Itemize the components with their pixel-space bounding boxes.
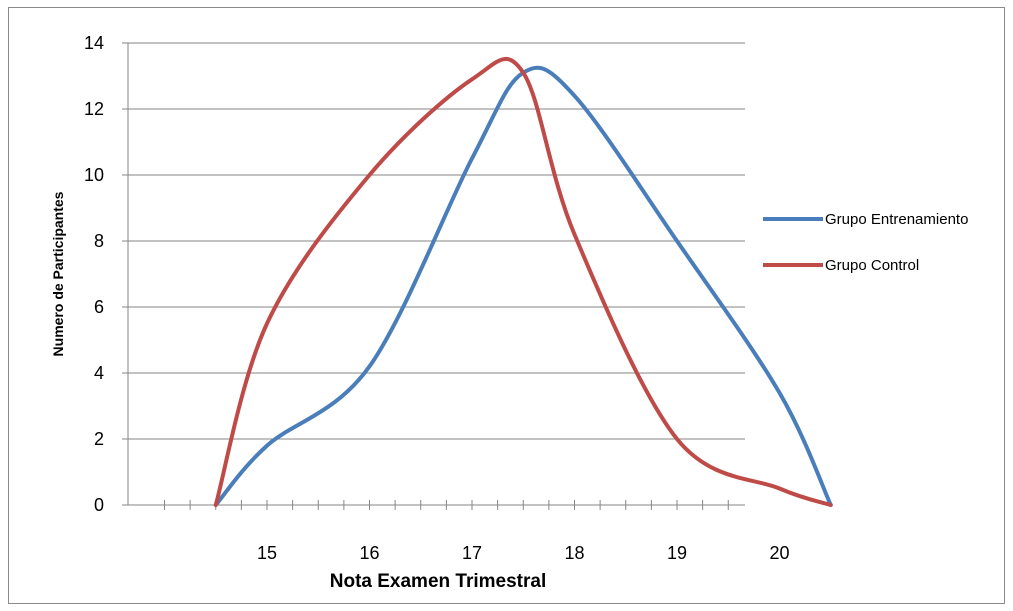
- x-tick-label: 19: [667, 543, 687, 563]
- x-tick-label: 15: [257, 543, 277, 563]
- y-tick-label: 8: [94, 231, 104, 251]
- y-tick-label: 6: [94, 297, 104, 317]
- x-tick-label: 17: [462, 543, 482, 563]
- y-tick-label: 2: [94, 429, 104, 449]
- y-tick-label: 0: [94, 495, 104, 515]
- legend-label-grupo-control: Grupo Control: [825, 257, 919, 274]
- y-tick-label: 14: [84, 33, 104, 53]
- x-tick-label: 20: [769, 543, 789, 563]
- x-tick-label: 16: [359, 543, 379, 563]
- x-tick-label: 18: [564, 543, 584, 563]
- x-axis-title: Nota Examen Trimestral: [330, 571, 546, 592]
- y-tick-label: 4: [94, 363, 104, 383]
- series-line-grupo-control: [213, 57, 833, 507]
- y-tick-label: 12: [84, 99, 104, 119]
- legend-label-grupo-entrenamiento: Grupo Entrenamiento: [825, 211, 968, 228]
- y-tick-label: 10: [84, 165, 104, 185]
- y-axis-title: Numero de Participantes: [50, 191, 66, 356]
